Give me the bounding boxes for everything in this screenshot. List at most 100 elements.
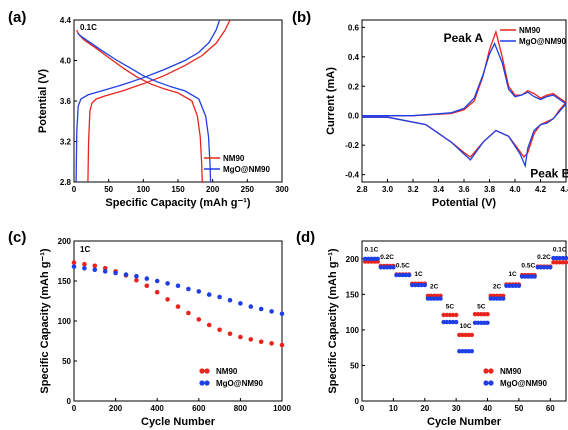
- data-point-mgo-nm90: [134, 273, 139, 279]
- rate-label: 2C: [493, 284, 502, 291]
- x-tick-label: 300: [275, 185, 289, 194]
- data-point-mgo-nm90: [82, 265, 87, 271]
- y-tick-label: 0.0: [348, 112, 360, 121]
- data-point-nm90: [82, 261, 87, 267]
- data-point-mgo-nm90: [394, 272, 399, 278]
- data-point-nm90: [482, 312, 487, 317]
- data-point-nm90: [217, 327, 222, 333]
- data-point-mgo-nm90: [186, 286, 191, 292]
- x-axis-title: Cycle Number: [427, 416, 502, 428]
- data-point-mgo-nm90: [410, 282, 415, 288]
- x-tick-label: 2.8: [356, 185, 368, 194]
- x-axis-title: Potential (V): [432, 197, 497, 209]
- legend-marker: [488, 380, 494, 386]
- data-point-mgo-nm90: [416, 282, 421, 288]
- data-point-nm90: [563, 260, 568, 265]
- plot-frame: [73, 240, 283, 402]
- y-tick-label: -0.2: [345, 141, 359, 150]
- data-point-mgo-nm90: [269, 309, 274, 314]
- legend-marker: [204, 380, 210, 386]
- data-point-nm90: [560, 260, 566, 265]
- data-point-mgo-nm90: [463, 349, 468, 354]
- data-point-mgo-nm90: [485, 320, 490, 325]
- data-point-mgo-nm90: [529, 274, 534, 279]
- y-tick-label: 0.4: [348, 53, 360, 62]
- data-point-mgo-nm90: [450, 319, 456, 325]
- panel-c-label: (c): [8, 229, 26, 246]
- data-point-mgo-nm90: [92, 267, 98, 273]
- data-point-mgo-nm90: [510, 283, 515, 288]
- data-point-mgo-nm90: [378, 265, 383, 270]
- rate-label: 0.2C: [537, 254, 551, 261]
- data-point-mgo-nm90: [432, 296, 437, 301]
- legend-label: MgO@NM90: [216, 379, 263, 388]
- y-tick-label: 50: [350, 361, 359, 370]
- legend-label: NM90: [500, 367, 522, 376]
- data-point-mgo-nm90: [504, 283, 509, 288]
- panel-b-label: (b): [292, 9, 311, 26]
- rate-label: 0.2C: [380, 254, 394, 261]
- data-point-mgo-nm90: [444, 319, 449, 325]
- data-point-mgo-nm90: [460, 349, 465, 354]
- data-point-mgo-nm90: [391, 265, 396, 270]
- data-point-nm90: [472, 312, 478, 317]
- data-point-mgo-nm90: [488, 296, 493, 301]
- panel-a: (a) 0 50 100 150 200 250 300 2.8 3.2 3.6 4.0 4.4 Spe…: [8, 9, 289, 209]
- y-tick-label: 4.4: [60, 16, 72, 25]
- x-tick-label: 150: [171, 185, 185, 194]
- data-point-mgo-nm90: [560, 255, 566, 261]
- series-line-nm90: [76, 29, 203, 183]
- data-point-mgo-nm90: [441, 319, 446, 325]
- data-point-nm90: [102, 265, 108, 271]
- rate-label: 0.1C: [553, 247, 567, 254]
- data-point-mgo-nm90: [217, 294, 222, 300]
- data-point-mgo-nm90: [535, 265, 540, 270]
- data-point-mgo-nm90: [513, 283, 518, 288]
- data-point-mgo-nm90: [523, 274, 528, 279]
- data-point-mgo-nm90: [388, 265, 393, 270]
- data-point-mgo-nm90: [422, 282, 427, 288]
- data-point-mgo-nm90: [482, 320, 487, 325]
- data-point-mgo-nm90: [369, 256, 374, 261]
- y-tick-label: 150: [58, 277, 72, 286]
- data-point-nm90: [463, 332, 468, 338]
- rate-label: 5C: [446, 304, 455, 311]
- x-tick-label: 3.4: [433, 185, 445, 194]
- data-point-mgo-nm90: [457, 349, 462, 354]
- data-point-mgo-nm90: [447, 319, 453, 325]
- legend-marker: [204, 368, 210, 374]
- data-point-nm90: [469, 332, 474, 338]
- rate-label: 2C: [430, 284, 439, 291]
- data-point-mgo-nm90: [475, 320, 481, 325]
- data-point-mgo-nm90: [491, 296, 496, 301]
- data-point-nm90: [71, 260, 77, 265]
- data-point-mgo-nm90: [545, 265, 550, 270]
- x-tick-label: 200: [109, 404, 123, 413]
- rate-label: 1C: [508, 271, 517, 278]
- series-line-mgo-nm90: [77, 32, 212, 183]
- y-axis-title: Specific Capacity (mAh g⁻¹): [39, 248, 51, 394]
- legend-label: NM90: [223, 154, 245, 163]
- data-point-nm90: [248, 337, 254, 342]
- legend-marker: [483, 368, 489, 374]
- y-tick-label: 0.2: [348, 82, 360, 91]
- data-point-nm90: [258, 339, 264, 345]
- data-point-mgo-nm90: [548, 265, 553, 270]
- y-tick-label: 0.6: [348, 23, 360, 32]
- x-tick-label: 3.6: [458, 185, 470, 194]
- panel-c: (c) 0 200 400 600 800 1000 0 50 100 150 200 Cycle N…: [8, 229, 291, 428]
- data-point-mgo-nm90: [438, 296, 443, 301]
- y-tick-label: 50: [62, 357, 71, 366]
- data-point-nm90: [557, 260, 562, 265]
- x-tick-label: 800: [234, 404, 248, 413]
- legend-marker: [199, 368, 205, 374]
- data-point-mgo-nm90: [366, 256, 371, 261]
- y-tick-label: 3.6: [60, 97, 72, 106]
- data-point-mgo-nm90: [532, 274, 537, 279]
- data-point-mgo-nm90: [400, 272, 405, 278]
- legend-label: NM90: [216, 367, 238, 376]
- legend-marker: [488, 368, 494, 374]
- data-point-mgo-nm90: [479, 320, 484, 325]
- x-tick-label: 0: [360, 404, 365, 413]
- panel-a-label: (a): [8, 9, 26, 26]
